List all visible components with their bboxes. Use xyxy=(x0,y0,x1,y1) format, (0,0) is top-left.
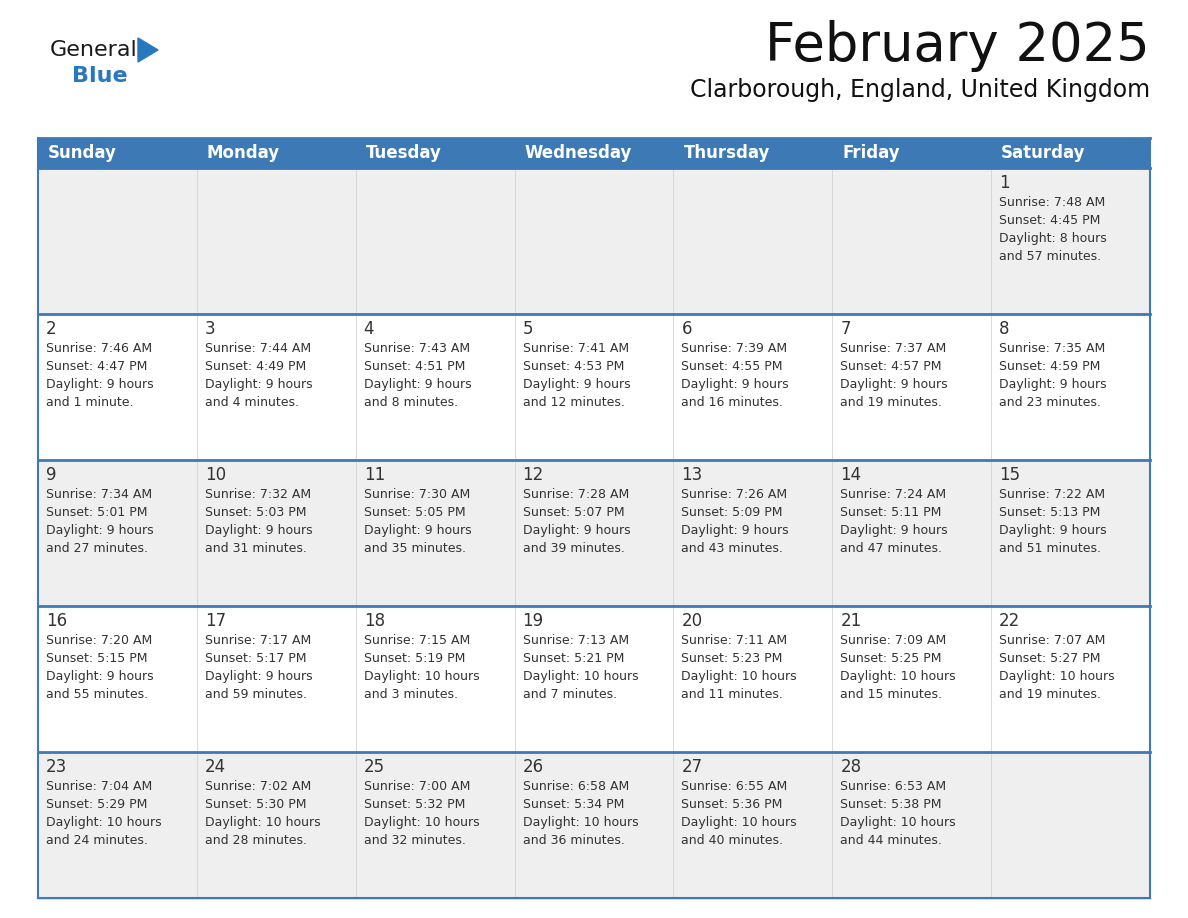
Text: Friday: Friday xyxy=(842,144,901,162)
Text: 4: 4 xyxy=(364,320,374,338)
FancyBboxPatch shape xyxy=(38,460,1150,606)
Text: 17: 17 xyxy=(204,612,226,630)
Text: Sunrise: 7:30 AM
Sunset: 5:05 PM
Daylight: 9 hours
and 35 minutes.: Sunrise: 7:30 AM Sunset: 5:05 PM Dayligh… xyxy=(364,488,472,555)
Text: Sunrise: 7:02 AM
Sunset: 5:30 PM
Daylight: 10 hours
and 28 minutes.: Sunrise: 7:02 AM Sunset: 5:30 PM Dayligh… xyxy=(204,780,321,847)
Text: Clarborough, England, United Kingdom: Clarborough, England, United Kingdom xyxy=(690,78,1150,102)
FancyBboxPatch shape xyxy=(38,606,1150,752)
Text: Saturday: Saturday xyxy=(1001,144,1086,162)
Text: 26: 26 xyxy=(523,758,544,776)
Text: 6: 6 xyxy=(682,320,691,338)
Text: 21: 21 xyxy=(840,612,861,630)
Text: Sunrise: 7:04 AM
Sunset: 5:29 PM
Daylight: 10 hours
and 24 minutes.: Sunrise: 7:04 AM Sunset: 5:29 PM Dayligh… xyxy=(46,780,162,847)
Text: 22: 22 xyxy=(999,612,1020,630)
Text: Sunday: Sunday xyxy=(48,144,116,162)
FancyBboxPatch shape xyxy=(38,314,1150,460)
Text: Sunrise: 6:53 AM
Sunset: 5:38 PM
Daylight: 10 hours
and 44 minutes.: Sunrise: 6:53 AM Sunset: 5:38 PM Dayligh… xyxy=(840,780,956,847)
Text: 13: 13 xyxy=(682,466,702,484)
Text: 20: 20 xyxy=(682,612,702,630)
Text: Tuesday: Tuesday xyxy=(366,144,442,162)
FancyBboxPatch shape xyxy=(38,752,1150,898)
Text: 5: 5 xyxy=(523,320,533,338)
Text: Sunrise: 7:37 AM
Sunset: 4:57 PM
Daylight: 9 hours
and 19 minutes.: Sunrise: 7:37 AM Sunset: 4:57 PM Dayligh… xyxy=(840,342,948,409)
Text: Sunrise: 7:24 AM
Sunset: 5:11 PM
Daylight: 9 hours
and 47 minutes.: Sunrise: 7:24 AM Sunset: 5:11 PM Dayligh… xyxy=(840,488,948,555)
Text: February 2025: February 2025 xyxy=(765,20,1150,72)
Text: Wednesday: Wednesday xyxy=(525,144,632,162)
Text: 11: 11 xyxy=(364,466,385,484)
Text: Sunrise: 6:58 AM
Sunset: 5:34 PM
Daylight: 10 hours
and 36 minutes.: Sunrise: 6:58 AM Sunset: 5:34 PM Dayligh… xyxy=(523,780,638,847)
Text: 28: 28 xyxy=(840,758,861,776)
Text: 16: 16 xyxy=(46,612,68,630)
Text: Sunrise: 7:35 AM
Sunset: 4:59 PM
Daylight: 9 hours
and 23 minutes.: Sunrise: 7:35 AM Sunset: 4:59 PM Dayligh… xyxy=(999,342,1107,409)
Text: Sunrise: 7:39 AM
Sunset: 4:55 PM
Daylight: 9 hours
and 16 minutes.: Sunrise: 7:39 AM Sunset: 4:55 PM Dayligh… xyxy=(682,342,789,409)
Text: Sunrise: 7:34 AM
Sunset: 5:01 PM
Daylight: 9 hours
and 27 minutes.: Sunrise: 7:34 AM Sunset: 5:01 PM Dayligh… xyxy=(46,488,153,555)
Text: 25: 25 xyxy=(364,758,385,776)
Text: 10: 10 xyxy=(204,466,226,484)
Text: 3: 3 xyxy=(204,320,215,338)
Text: 18: 18 xyxy=(364,612,385,630)
Text: 2: 2 xyxy=(46,320,57,338)
Text: Sunrise: 7:07 AM
Sunset: 5:27 PM
Daylight: 10 hours
and 19 minutes.: Sunrise: 7:07 AM Sunset: 5:27 PM Dayligh… xyxy=(999,634,1114,701)
Text: 19: 19 xyxy=(523,612,544,630)
FancyBboxPatch shape xyxy=(38,138,1150,168)
Polygon shape xyxy=(138,38,158,62)
Text: Sunrise: 7:20 AM
Sunset: 5:15 PM
Daylight: 9 hours
and 55 minutes.: Sunrise: 7:20 AM Sunset: 5:15 PM Dayligh… xyxy=(46,634,153,701)
Text: Sunrise: 7:09 AM
Sunset: 5:25 PM
Daylight: 10 hours
and 15 minutes.: Sunrise: 7:09 AM Sunset: 5:25 PM Dayligh… xyxy=(840,634,956,701)
Text: 15: 15 xyxy=(999,466,1020,484)
Text: Sunrise: 7:22 AM
Sunset: 5:13 PM
Daylight: 9 hours
and 51 minutes.: Sunrise: 7:22 AM Sunset: 5:13 PM Dayligh… xyxy=(999,488,1107,555)
Text: 24: 24 xyxy=(204,758,226,776)
Text: Sunrise: 7:43 AM
Sunset: 4:51 PM
Daylight: 9 hours
and 8 minutes.: Sunrise: 7:43 AM Sunset: 4:51 PM Dayligh… xyxy=(364,342,472,409)
Text: Sunrise: 7:48 AM
Sunset: 4:45 PM
Daylight: 8 hours
and 57 minutes.: Sunrise: 7:48 AM Sunset: 4:45 PM Dayligh… xyxy=(999,196,1107,263)
Text: 27: 27 xyxy=(682,758,702,776)
Text: 14: 14 xyxy=(840,466,861,484)
Text: Sunrise: 7:28 AM
Sunset: 5:07 PM
Daylight: 9 hours
and 39 minutes.: Sunrise: 7:28 AM Sunset: 5:07 PM Dayligh… xyxy=(523,488,630,555)
Text: Sunrise: 6:55 AM
Sunset: 5:36 PM
Daylight: 10 hours
and 40 minutes.: Sunrise: 6:55 AM Sunset: 5:36 PM Dayligh… xyxy=(682,780,797,847)
Text: Sunrise: 7:46 AM
Sunset: 4:47 PM
Daylight: 9 hours
and 1 minute.: Sunrise: 7:46 AM Sunset: 4:47 PM Dayligh… xyxy=(46,342,153,409)
FancyBboxPatch shape xyxy=(38,168,1150,314)
Text: Sunrise: 7:26 AM
Sunset: 5:09 PM
Daylight: 9 hours
and 43 minutes.: Sunrise: 7:26 AM Sunset: 5:09 PM Dayligh… xyxy=(682,488,789,555)
Text: Sunrise: 7:15 AM
Sunset: 5:19 PM
Daylight: 10 hours
and 3 minutes.: Sunrise: 7:15 AM Sunset: 5:19 PM Dayligh… xyxy=(364,634,479,701)
Text: Thursday: Thursday xyxy=(683,144,770,162)
Text: General: General xyxy=(50,40,138,60)
Text: Sunrise: 7:17 AM
Sunset: 5:17 PM
Daylight: 9 hours
and 59 minutes.: Sunrise: 7:17 AM Sunset: 5:17 PM Dayligh… xyxy=(204,634,312,701)
Text: 7: 7 xyxy=(840,320,851,338)
Text: Sunrise: 7:32 AM
Sunset: 5:03 PM
Daylight: 9 hours
and 31 minutes.: Sunrise: 7:32 AM Sunset: 5:03 PM Dayligh… xyxy=(204,488,312,555)
Text: 23: 23 xyxy=(46,758,68,776)
Text: 9: 9 xyxy=(46,466,57,484)
Text: Sunrise: 7:44 AM
Sunset: 4:49 PM
Daylight: 9 hours
and 4 minutes.: Sunrise: 7:44 AM Sunset: 4:49 PM Dayligh… xyxy=(204,342,312,409)
Text: Sunrise: 7:00 AM
Sunset: 5:32 PM
Daylight: 10 hours
and 32 minutes.: Sunrise: 7:00 AM Sunset: 5:32 PM Dayligh… xyxy=(364,780,479,847)
Text: Sunrise: 7:11 AM
Sunset: 5:23 PM
Daylight: 10 hours
and 11 minutes.: Sunrise: 7:11 AM Sunset: 5:23 PM Dayligh… xyxy=(682,634,797,701)
Text: Blue: Blue xyxy=(72,66,127,86)
Text: 8: 8 xyxy=(999,320,1010,338)
Text: Sunrise: 7:13 AM
Sunset: 5:21 PM
Daylight: 10 hours
and 7 minutes.: Sunrise: 7:13 AM Sunset: 5:21 PM Dayligh… xyxy=(523,634,638,701)
Text: 1: 1 xyxy=(999,174,1010,192)
Text: 12: 12 xyxy=(523,466,544,484)
Text: Sunrise: 7:41 AM
Sunset: 4:53 PM
Daylight: 9 hours
and 12 minutes.: Sunrise: 7:41 AM Sunset: 4:53 PM Dayligh… xyxy=(523,342,630,409)
Text: Monday: Monday xyxy=(207,144,280,162)
